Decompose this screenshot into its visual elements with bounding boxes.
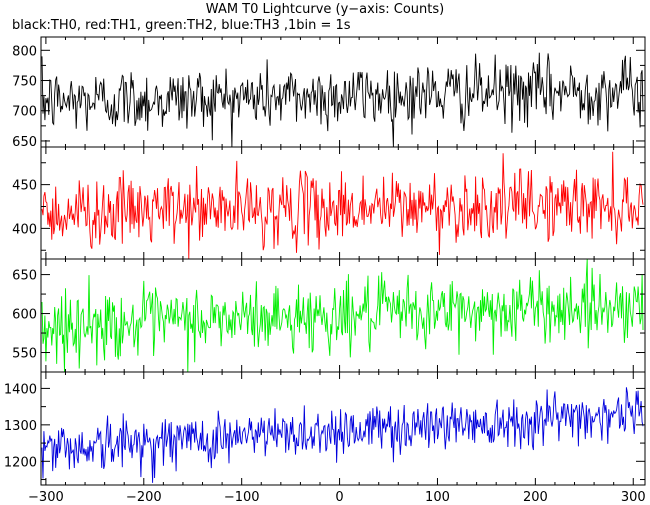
- chart-title: WAM T0 Lightcurve (y−axis: Counts): [205, 2, 445, 17]
- chart-subtitle: black:TH0, red:TH1, green:TH2, blue:TH3 …: [12, 18, 351, 33]
- y-tick-label: 550: [12, 347, 37, 362]
- y-tick-label: 650: [12, 269, 37, 284]
- panel-frame-TH3: [40, 371, 646, 486]
- x-tick-label: 200: [523, 490, 548, 505]
- y-tick-label: 450: [12, 179, 37, 194]
- y-tick-label: 1300: [4, 419, 37, 434]
- x-tick-label: 0: [335, 490, 343, 505]
- y-tick-label: 1200: [4, 455, 37, 470]
- series-line-TH0: [41, 52, 644, 148]
- y-tick-label: 800: [12, 44, 37, 59]
- x-tick-label: −300: [28, 490, 64, 505]
- y-tick-label: 1400: [4, 382, 37, 397]
- y-tick-label: 600: [12, 308, 37, 323]
- y-tick-label: 700: [12, 105, 37, 120]
- series-line-TH3: [41, 387, 644, 483]
- x-tick-label: 300: [621, 490, 646, 505]
- y-tick-label: 650: [12, 135, 37, 150]
- x-tick-label: 100: [425, 490, 450, 505]
- x-tick-label: −100: [224, 490, 260, 505]
- x-tick-label: −200: [126, 490, 162, 505]
- series-line-TH1: [41, 151, 644, 260]
- y-tick-label: 400: [12, 222, 37, 237]
- y-tick-label: 750: [12, 75, 37, 90]
- series-line-TH2: [41, 258, 644, 373]
